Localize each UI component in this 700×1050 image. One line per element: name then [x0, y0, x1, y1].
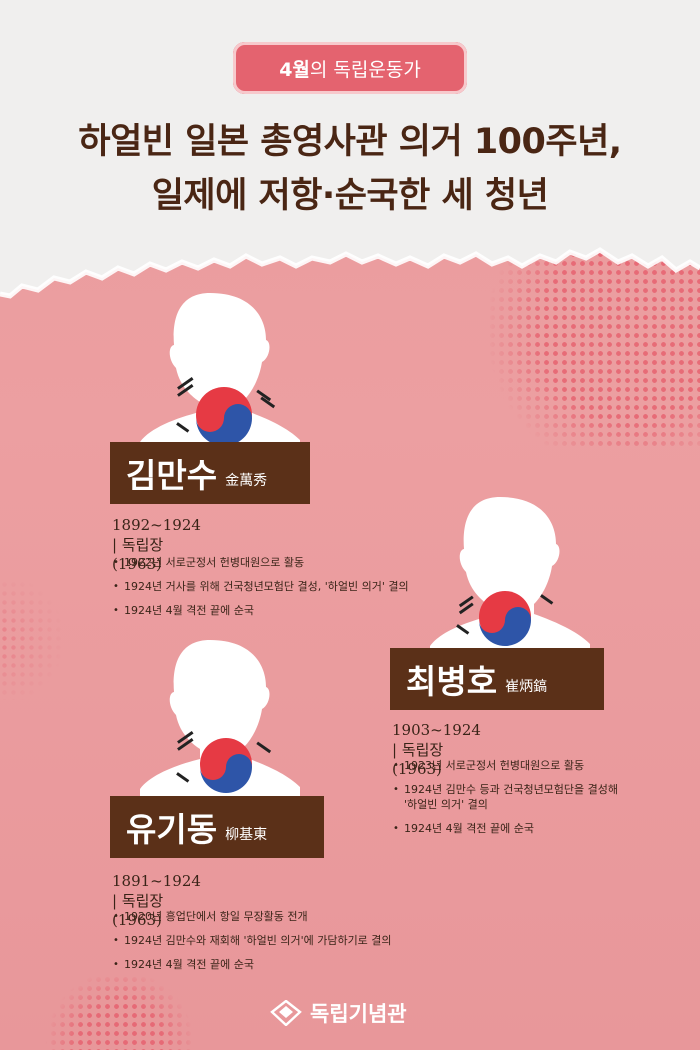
badge-month: 4월 [279, 58, 310, 81]
page-title: 하얼빈 일본 총영사관 의거 100주년, 일제에 저항·순국한 세 청년 [0, 115, 700, 223]
fact-list: 1922년 서로군정서 헌병대원으로 활동 1924년 거사를 위해 건국청년모… [112, 555, 432, 627]
fact-line: '하얼빈 의거' 결의 [404, 798, 488, 811]
person-name: 유기동 [126, 810, 218, 849]
list-item: 1923년 서로군정서 헌병대원으로 활동 [392, 758, 692, 773]
person-name: 최병호 [406, 662, 498, 701]
person-name-hanja: 金萬秀 [225, 473, 268, 489]
footer-logo-text: 독립기념관 [310, 1002, 407, 1026]
badge-label: 의 독립운동가 [309, 58, 421, 81]
nameplate: 최병호 崔炳鎬 [390, 648, 604, 710]
halftone-decoration [0, 580, 70, 700]
nameplate: 김만수 金萬秀 [110, 442, 310, 504]
torn-paper-header [0, 0, 700, 299]
list-item: 1920년 흥업단에서 항일 무장활동 전개 [112, 909, 432, 924]
person-dates: 1903~1924 | 독립장(1963) [392, 721, 481, 778]
list-item: 1922년 서로군정서 헌병대원으로 활동 [112, 555, 432, 570]
person-name: 김만수 [126, 456, 218, 495]
month-badge: 4월 의 독립운동가 [233, 42, 467, 94]
list-item: 1924년 4월 격전 끝에 순국 [112, 603, 432, 618]
nameplate: 유기동 柳基東 [110, 796, 324, 858]
person-name-hanja: 柳基東 [225, 827, 268, 843]
list-item: 1924년 4월 격전 끝에 순국 [392, 821, 692, 836]
list-item: 1924년 거사를 위해 건국청년모험단 결성, '하얼빈 의거' 결의 [112, 579, 432, 594]
independence-hall-emblem-icon [270, 1000, 302, 1026]
title-line-1: 하얼빈 일본 총영사관 의거 100주년, [78, 122, 622, 162]
list-item: 1924년 김만수와 재회해 '하얼빈 의거'에 가담하기로 결의 [112, 933, 432, 948]
footer-logo: 독립기념관 [270, 996, 440, 1030]
title-line-2: 일제에 저항·순국한 세 청년 [151, 176, 549, 216]
list-item: 1924년 김만수 등과 건국청년모험단을 결성해 '하얼빈 의거' 결의 [392, 782, 692, 812]
halftone-decoration [470, 250, 700, 450]
fact-list: 1920년 흥업단에서 항일 무장활동 전개 1924년 김만수와 재회해 '하… [112, 909, 432, 981]
fact-list: 1923년 서로군정서 헌병대원으로 활동 1924년 김만수 등과 건국청년모… [392, 758, 692, 845]
halftone-decoration [40, 975, 200, 1050]
list-item: 1924년 4월 격전 끝에 순국 [112, 957, 432, 972]
fact-line: 1924년 김만수 등과 건국청년모험단을 결성해 [404, 783, 619, 796]
person-name-hanja: 崔炳鎬 [505, 679, 548, 695]
